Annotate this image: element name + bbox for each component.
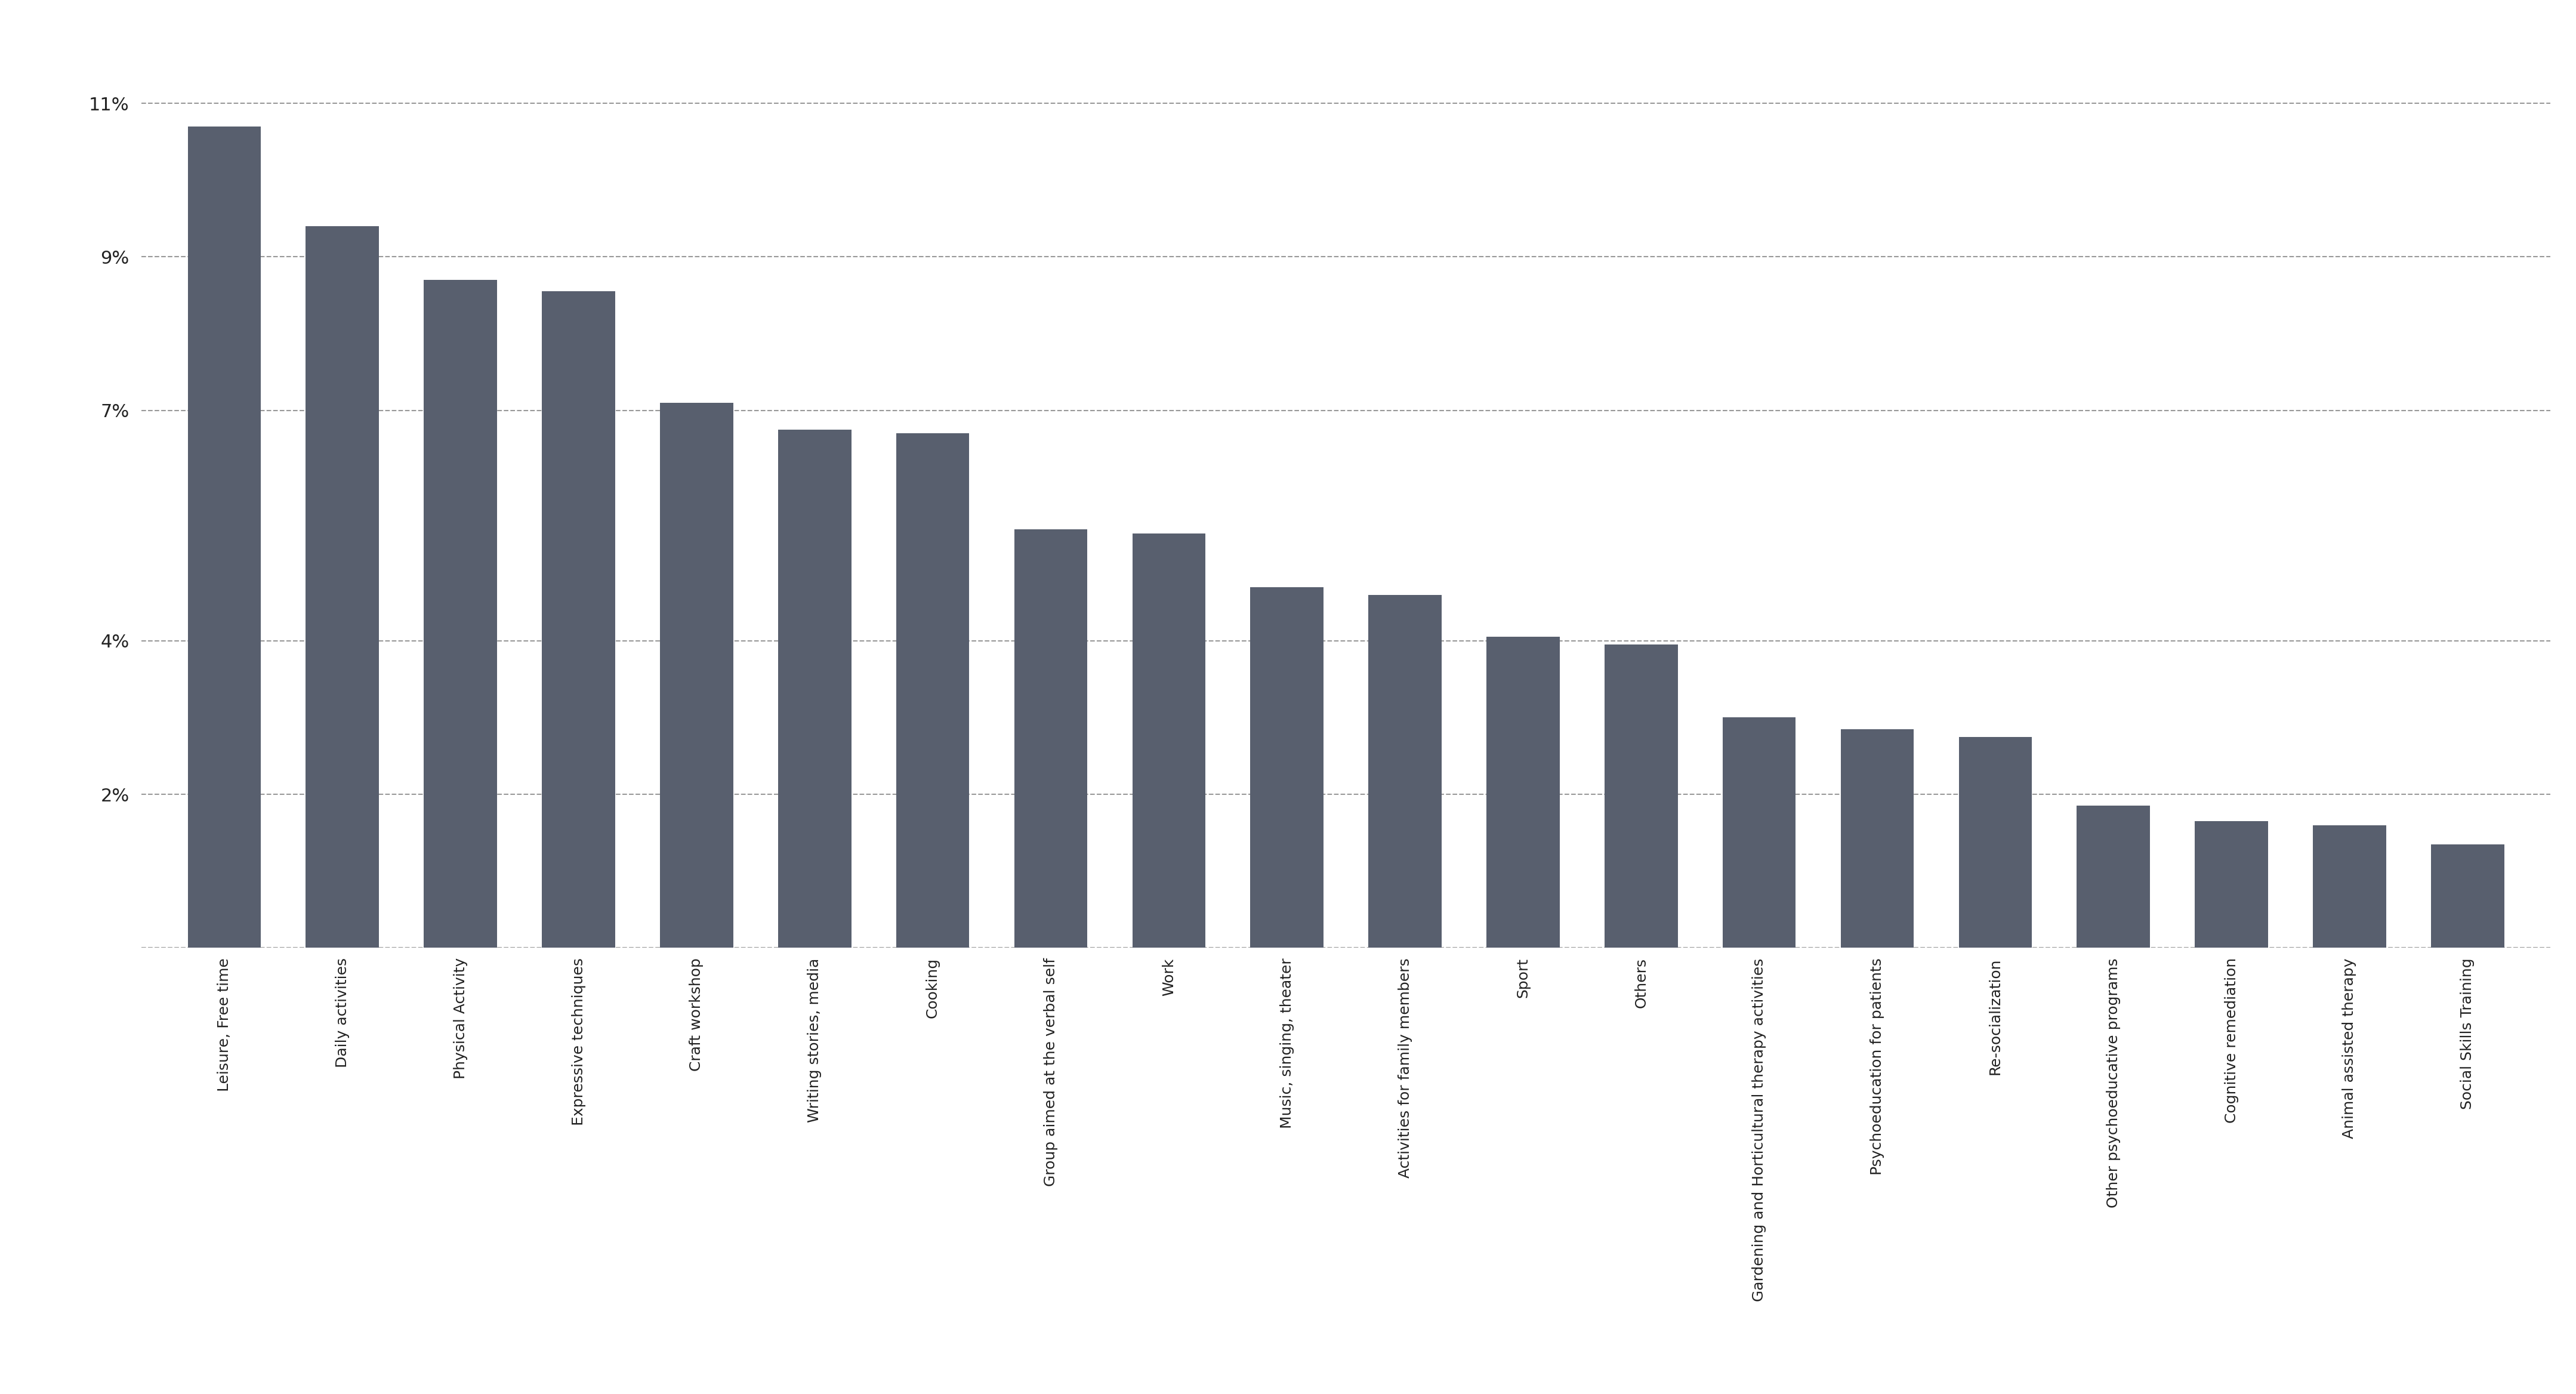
- Bar: [2076, 806, 2151, 948]
- Bar: [1605, 644, 1677, 948]
- Bar: [1133, 534, 1206, 948]
- Bar: [425, 280, 497, 948]
- Bar: [541, 291, 616, 948]
- Bar: [1723, 718, 1795, 948]
- Bar: [1015, 530, 1087, 948]
- Bar: [1958, 737, 2032, 948]
- Bar: [1368, 595, 1443, 948]
- Bar: [2313, 825, 2385, 948]
- Bar: [896, 434, 969, 948]
- Bar: [1486, 637, 1558, 948]
- Bar: [2195, 821, 2267, 948]
- Bar: [1842, 729, 1914, 948]
- Bar: [2432, 845, 2504, 948]
- Bar: [778, 429, 850, 948]
- Bar: [659, 403, 734, 948]
- Bar: [1249, 587, 1324, 948]
- Bar: [307, 226, 379, 948]
- Bar: [188, 127, 260, 948]
